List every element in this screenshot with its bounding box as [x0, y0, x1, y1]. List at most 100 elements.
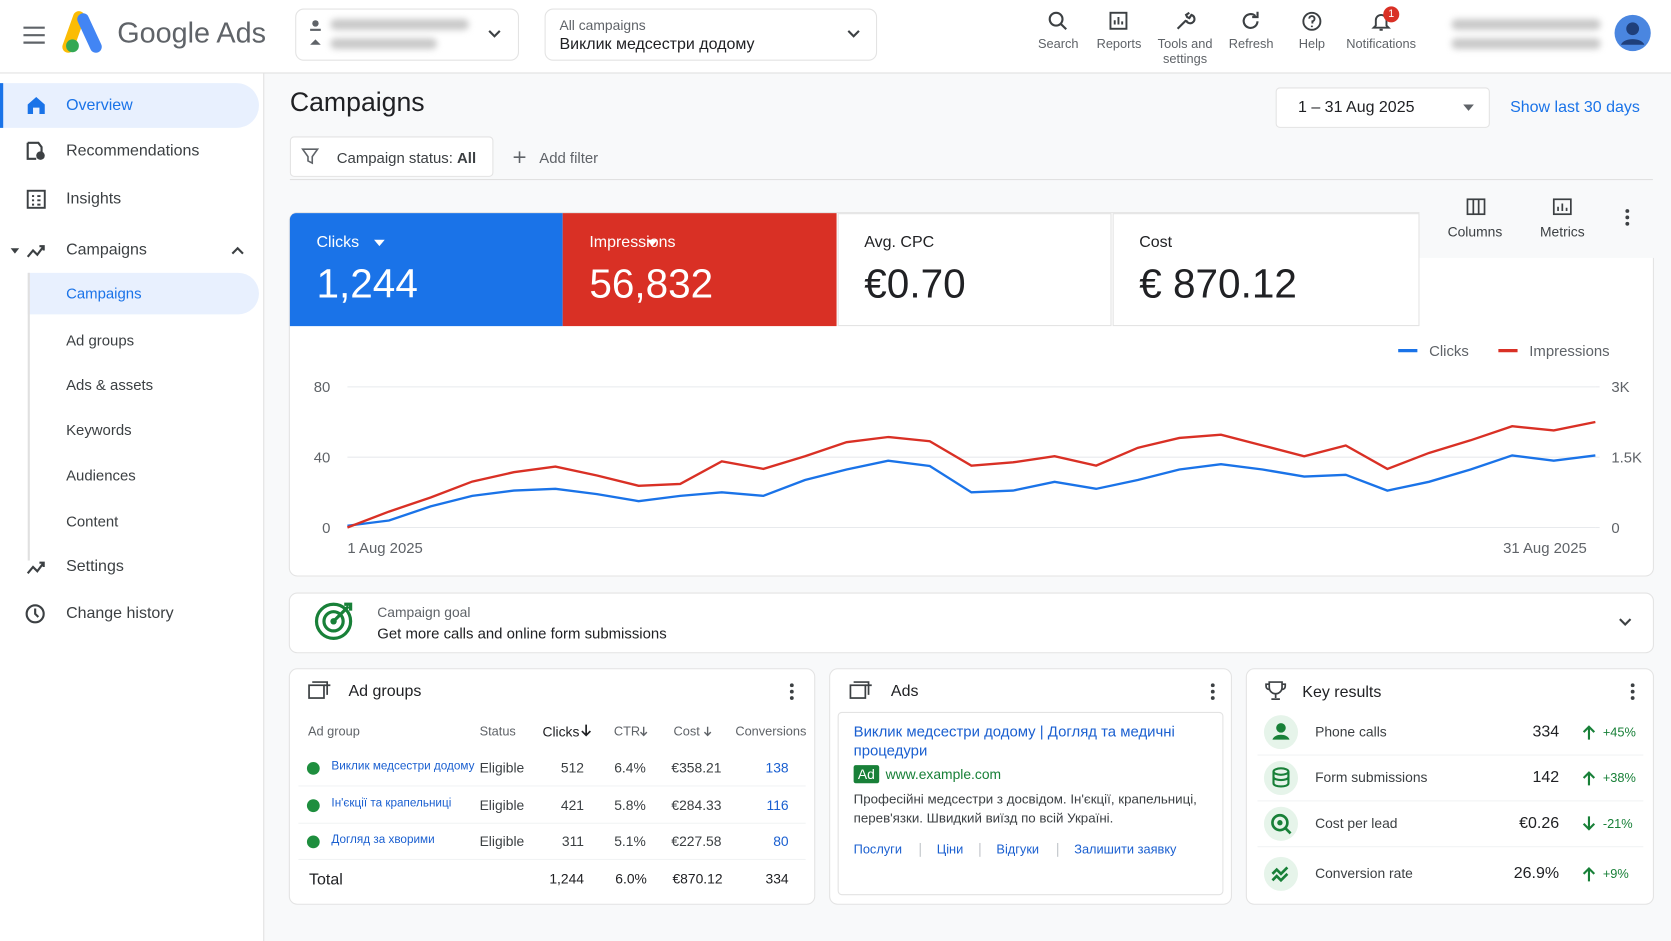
notification-badge: 1 [1383, 6, 1400, 23]
metric-label: Impressions [589, 233, 676, 252]
ad-group-link[interactable]: Виклик медсестри додому [331, 759, 475, 773]
row-divider [298, 785, 806, 787]
nav-subitem[interactable]: Content [66, 512, 119, 530]
change-arrow [1582, 725, 1596, 740]
more-menu[interactable] [1624, 208, 1630, 227]
nav-item[interactable]: Insights [66, 189, 122, 208]
result-label: Cost per lead [1315, 815, 1398, 832]
sitelink[interactable]: Залишити заявку [1074, 841, 1177, 857]
result-label: Conversion rate [1315, 865, 1413, 882]
active-bar [0, 83, 4, 128]
dropdown-icon [488, 30, 501, 38]
toolbar-label[interactable]: Notifications [1346, 36, 1416, 52]
more-menu[interactable] [1629, 682, 1635, 701]
nav-subitem[interactable]: Audiences [66, 466, 136, 484]
filter-value: All [457, 149, 477, 167]
metrics-icon[interactable] [1552, 198, 1572, 216]
toolbar-icon[interactable] [1240, 11, 1261, 32]
page-title: Campaigns [289, 87, 425, 118]
avatar[interactable] [1613, 14, 1651, 52]
add-filter[interactable]: Add filter [539, 149, 599, 167]
card-title: Ad groups [348, 682, 422, 701]
metric-value: € 870.12 [1139, 262, 1297, 307]
table-cell[interactable]: 80 [773, 833, 789, 850]
toolbar-icon[interactable] [1108, 11, 1129, 32]
ad-group-link[interactable]: Догляд за хворими [331, 833, 435, 847]
result-value: €0.26 [1519, 814, 1560, 833]
more-menu[interactable] [789, 682, 795, 701]
metric-card[interactable] [1112, 213, 1420, 327]
expand-icon[interactable] [1619, 618, 1632, 627]
row-divider [298, 822, 806, 824]
collapse-chevron [231, 246, 244, 255]
sitelink[interactable]: Послуги [853, 841, 902, 857]
goal-text: Get more calls and online form submissio… [377, 624, 667, 642]
table-cell: 5.1% [614, 833, 646, 850]
metric-card[interactable] [562, 213, 837, 327]
dropdown-icon [847, 30, 860, 38]
active-subnav [27, 272, 259, 315]
campaign-selector[interactable] [544, 8, 878, 61]
status-filter[interactable] [289, 136, 494, 177]
toolbar-icon[interactable] [1048, 11, 1069, 32]
date-picker[interactable] [1275, 87, 1490, 128]
nav-subitem[interactable]: Campaigns [66, 284, 142, 302]
column-header[interactable]: Clicks [542, 723, 580, 740]
menu-button[interactable] [23, 26, 45, 45]
nav-icon [26, 189, 46, 209]
column-header[interactable]: Cost [673, 723, 700, 739]
columns-icon[interactable] [1466, 198, 1486, 216]
nav-item[interactable]: Overview [66, 95, 133, 115]
account-selector[interactable] [295, 8, 519, 61]
result-change: +45% [1602, 724, 1636, 740]
table-cell[interactable]: 138 [765, 759, 789, 776]
metric-card[interactable] [837, 213, 1112, 327]
change-arrow [1582, 771, 1596, 786]
nav-icon [26, 561, 45, 575]
toolbar-label[interactable]: Reports [1096, 36, 1142, 52]
table-cell[interactable]: 116 [766, 797, 789, 814]
nav-subitem[interactable]: Keywords [66, 420, 132, 439]
table-cell: Eligible [479, 797, 525, 814]
nav-icon [25, 604, 45, 624]
y2-tick-label: 0 [1611, 521, 1619, 537]
table-cell: 421 [560, 797, 585, 814]
toolbar-label[interactable]: Search [1037, 36, 1079, 52]
tool-label: Columns [1447, 223, 1503, 240]
row-divider [1257, 754, 1644, 756]
card-title: Key results [1302, 683, 1382, 702]
nav-item[interactable]: Change history [66, 604, 174, 623]
sitelink[interactable]: Ціни [936, 841, 964, 857]
date-range: 1 – 31 Aug 2025 [1298, 98, 1415, 117]
ad-group-link[interactable]: Ін'єкції та крапельниці [331, 797, 452, 810]
nav-subitem[interactable]: Ad groups [66, 331, 135, 349]
column-header[interactable]: Conversions [735, 723, 807, 739]
column-header[interactable]: CTR [613, 723, 641, 739]
toolbar-label[interactable]: Tools and settings [1157, 36, 1213, 67]
toolbar-label[interactable]: Refresh [1228, 36, 1274, 52]
toolbar-icon[interactable] [1174, 11, 1196, 32]
nav-item[interactable]: Recommendations [66, 141, 200, 160]
more-menu[interactable] [1210, 682, 1216, 701]
sort-arrow [581, 724, 592, 737]
selector-value: Виклик медсестри додому [559, 35, 755, 54]
nav-item[interactable]: Settings [66, 557, 124, 576]
data-line [346, 420, 1596, 529]
account-icon [310, 20, 321, 45]
metric-card[interactable] [289, 213, 563, 327]
plus-icon [513, 151, 526, 164]
goal-card[interactable] [288, 592, 1654, 654]
nav-subitem[interactable]: Ads & assets [66, 376, 154, 394]
total-cell: 1,244 [549, 870, 585, 887]
metric-label: Cost [1139, 233, 1173, 252]
total-cell: Total [309, 870, 343, 889]
show-last-link[interactable]: Show last 30 days [1510, 98, 1640, 117]
nav-item[interactable]: Campaigns [66, 240, 147, 259]
toolbar-label[interactable]: Help [1298, 36, 1326, 52]
ad-badge: Ad [853, 765, 880, 784]
ad-headline[interactable]: Виклик медсестри додому | Догляд та меди… [853, 722, 1175, 759]
metric-label: Clicks [316, 233, 360, 252]
toolbar-icon[interactable] [1301, 11, 1322, 32]
sitelink[interactable]: Відгуки [996, 841, 1040, 857]
